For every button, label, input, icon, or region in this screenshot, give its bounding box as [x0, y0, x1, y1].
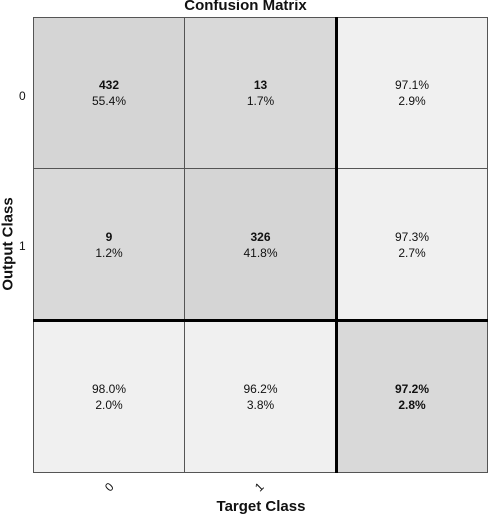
col-summary-cell: 96.2% 3.8%: [184, 320, 337, 473]
overall-summary-cell: 97.2% 2.8%: [336, 320, 488, 473]
summary-column-divider: [335, 17, 338, 473]
y-tick-label: 1: [19, 239, 26, 253]
cell-count: 9: [105, 229, 113, 244]
overall-wrong-percent: 2.8%: [398, 397, 426, 412]
cell-count: 13: [253, 78, 268, 92]
row-summary-cell: 97.3% 2.7%: [336, 168, 488, 321]
col-wrong-percent: 3.8%: [246, 397, 275, 412]
x-tick-label: 1: [252, 479, 267, 495]
y-axis-label: Output Class: [0, 197, 17, 291]
matrix-cell: 9 1.2%: [33, 168, 185, 321]
cell-count: 432: [98, 78, 120, 92]
confusion-matrix-grid: 432 55.4% 13 1.7% 97.1% 2.9% 9 1.2% 326 …: [33, 17, 488, 473]
col-wrong-percent: 2.0%: [95, 397, 123, 412]
row-correct-percent: 97.3%: [394, 229, 430, 244]
cell-percent: 55.4%: [91, 94, 127, 108]
row-wrong-percent: 2.9%: [398, 94, 426, 108]
x-tick-label: 0: [102, 479, 117, 495]
matrix-cell: 326 41.8%: [184, 168, 337, 321]
col-correct-percent: 98.0%: [91, 381, 127, 396]
cell-percent: 1.2%: [95, 245, 123, 260]
row-summary-cell: 97.1% 2.9%: [336, 17, 488, 169]
chart-title: Confusion Matrix: [184, 0, 307, 14]
row-correct-percent: 97.1%: [394, 78, 430, 92]
col-summary-cell: 98.0% 2.0%: [33, 320, 185, 473]
summary-row-divider: [33, 319, 488, 322]
matrix-cell: 432 55.4%: [33, 17, 185, 169]
x-axis-label: Target Class: [216, 498, 306, 515]
cell-count: 326: [250, 229, 271, 244]
col-correct-percent: 96.2%: [243, 381, 278, 396]
row-wrong-percent: 2.7%: [398, 245, 426, 260]
overall-correct-percent: 97.2%: [394, 381, 430, 396]
cell-percent: 41.8%: [243, 245, 278, 260]
cell-percent: 1.7%: [246, 94, 275, 108]
y-tick-label: 0: [19, 89, 26, 103]
matrix-cell: 13 1.7%: [184, 17, 337, 169]
